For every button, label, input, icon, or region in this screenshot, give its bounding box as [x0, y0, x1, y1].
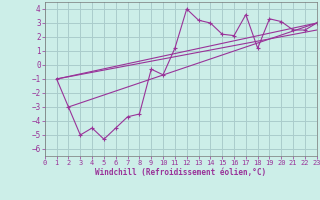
X-axis label: Windchill (Refroidissement éolien,°C): Windchill (Refroidissement éolien,°C)	[95, 168, 266, 177]
